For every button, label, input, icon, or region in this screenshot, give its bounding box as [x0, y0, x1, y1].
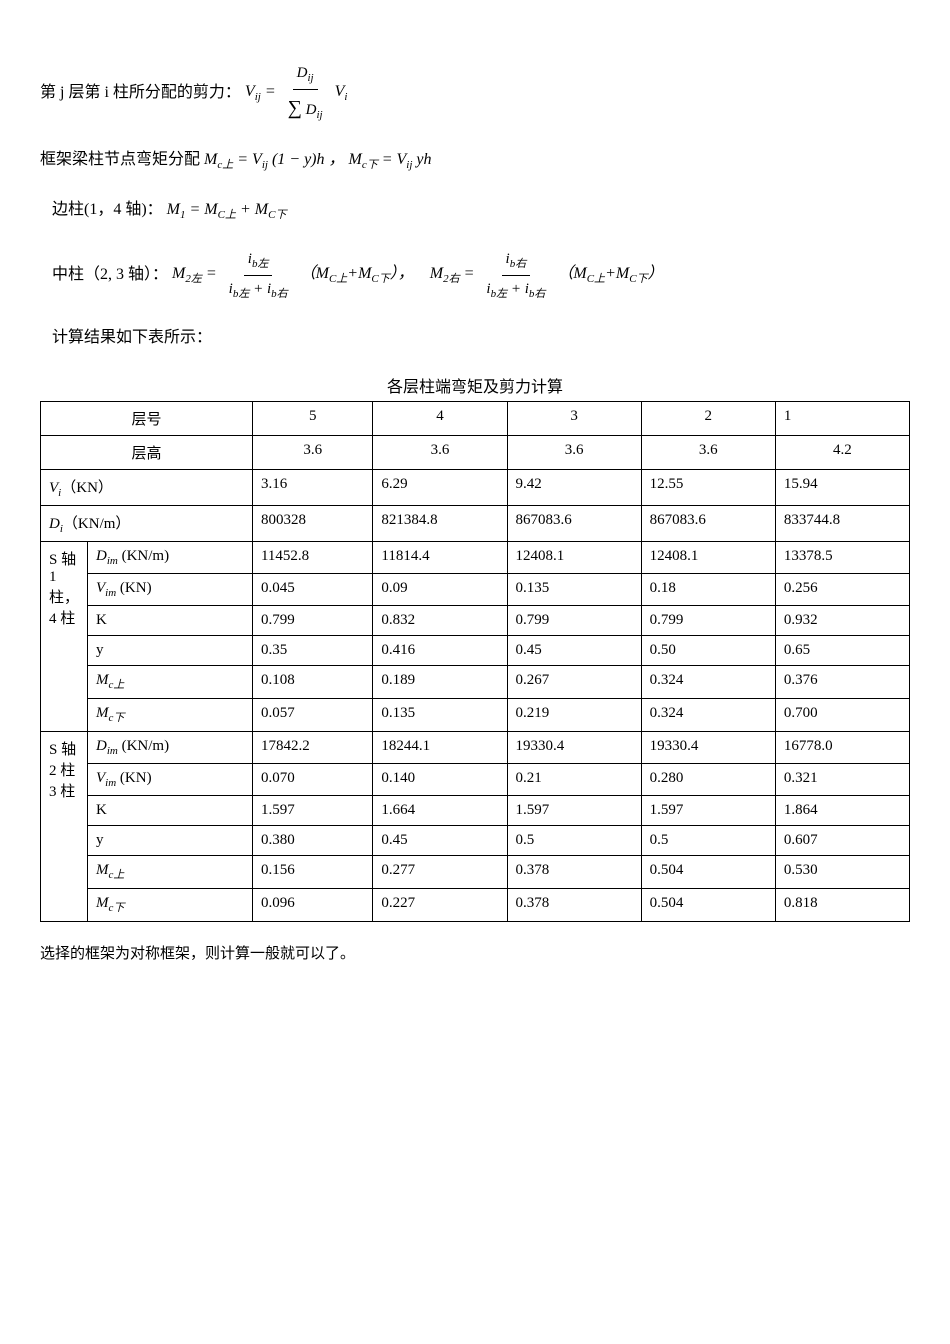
table-row: y 0.35 0.416 0.45 0.50 0.65 [41, 636, 910, 666]
table-row: Mc下 0.057 0.135 0.219 0.324 0.700 [41, 699, 910, 732]
header-layer-height: 层高 [41, 436, 253, 470]
col-1: 1 [775, 402, 909, 436]
table-row: Mc上 0.156 0.277 0.378 0.504 0.530 [41, 856, 910, 889]
result-intro: 计算结果如下表所示： [40, 324, 910, 353]
bottom-note: 选择的框架为对称框架，则计算一般就可以了。 [40, 942, 910, 963]
group2-header: S 轴 2 柱 3 柱 [41, 732, 88, 922]
table-row: S 轴 1 柱，4 柱 Dim (KN/m) 11452.8 11814.4 1… [41, 542, 910, 574]
table-row: Mc下 0.096 0.227 0.378 0.504 0.818 [41, 889, 910, 922]
line1-fraction: Dij ∑ Dij [284, 60, 327, 126]
line2-prefix: 框架梁柱节点弯矩分配 [40, 146, 200, 175]
formula-line-4: 中柱（2, 3 轴）： M2左 = ib左 ib左 + ib右 （MC上+MC下… [40, 246, 910, 305]
header-layer-num: 层号 [41, 402, 253, 436]
line1-formula: Vij = [245, 78, 276, 108]
line1-prefix: 第 j 层第 i 柱所分配的剪力： [40, 79, 241, 108]
table-row: K 1.597 1.664 1.597 1.597 1.864 [41, 796, 910, 826]
col-3: 3 [507, 402, 641, 436]
table-row: y 0.380 0.45 0.5 0.5 0.607 [41, 826, 910, 856]
line1-vi: Vi [335, 78, 348, 108]
table-title: 各层柱端弯矩及剪力计算 [40, 373, 910, 397]
table-row: Di（KN/m） 800328 821384.8 867083.6 867083… [41, 506, 910, 542]
line3-prefix: 边柱(1，4 轴)： [52, 196, 163, 225]
calculation-table: 层号 5 4 3 2 1 层高 3.6 3.6 3.6 3.6 4.2 Vi（K… [40, 401, 910, 922]
group1-header: S 轴 1 柱，4 柱 [41, 542, 88, 732]
col-5: 5 [252, 402, 372, 436]
formula-line-2: 框架梁柱节点弯矩分配 Mc上 = Vij (1 − y)h ， Mc下 = Vi… [40, 146, 910, 176]
col-4: 4 [373, 402, 507, 436]
table-row: Vi（KN） 3.16 6.29 9.42 12.55 15.94 [41, 470, 910, 506]
table-row: Vim (KN) 0.070 0.140 0.21 0.280 0.321 [41, 764, 910, 796]
col-2: 2 [641, 402, 775, 436]
table-row: Mc上 0.108 0.189 0.267 0.324 0.376 [41, 666, 910, 699]
table-header-row: 层号 5 4 3 2 1 [41, 402, 910, 436]
table-row: Vim (KN) 0.045 0.09 0.135 0.18 0.256 [41, 574, 910, 606]
table-row: 层高 3.6 3.6 3.6 3.6 4.2 [41, 436, 910, 470]
formula-line-3: 边柱(1，4 轴)： M1 = MC上 + MC下 [40, 196, 910, 226]
formula-line-1: 第 j 层第 i 柱所分配的剪力： Vij = Dij ∑ Dij Vi [40, 60, 910, 126]
table-row: K 0.799 0.832 0.799 0.799 0.932 [41, 606, 910, 636]
line4-prefix: 中柱（2, 3 轴）： [52, 261, 168, 290]
table-row: S 轴 2 柱 3 柱 Dim (KN/m) 17842.2 18244.1 1… [41, 732, 910, 764]
